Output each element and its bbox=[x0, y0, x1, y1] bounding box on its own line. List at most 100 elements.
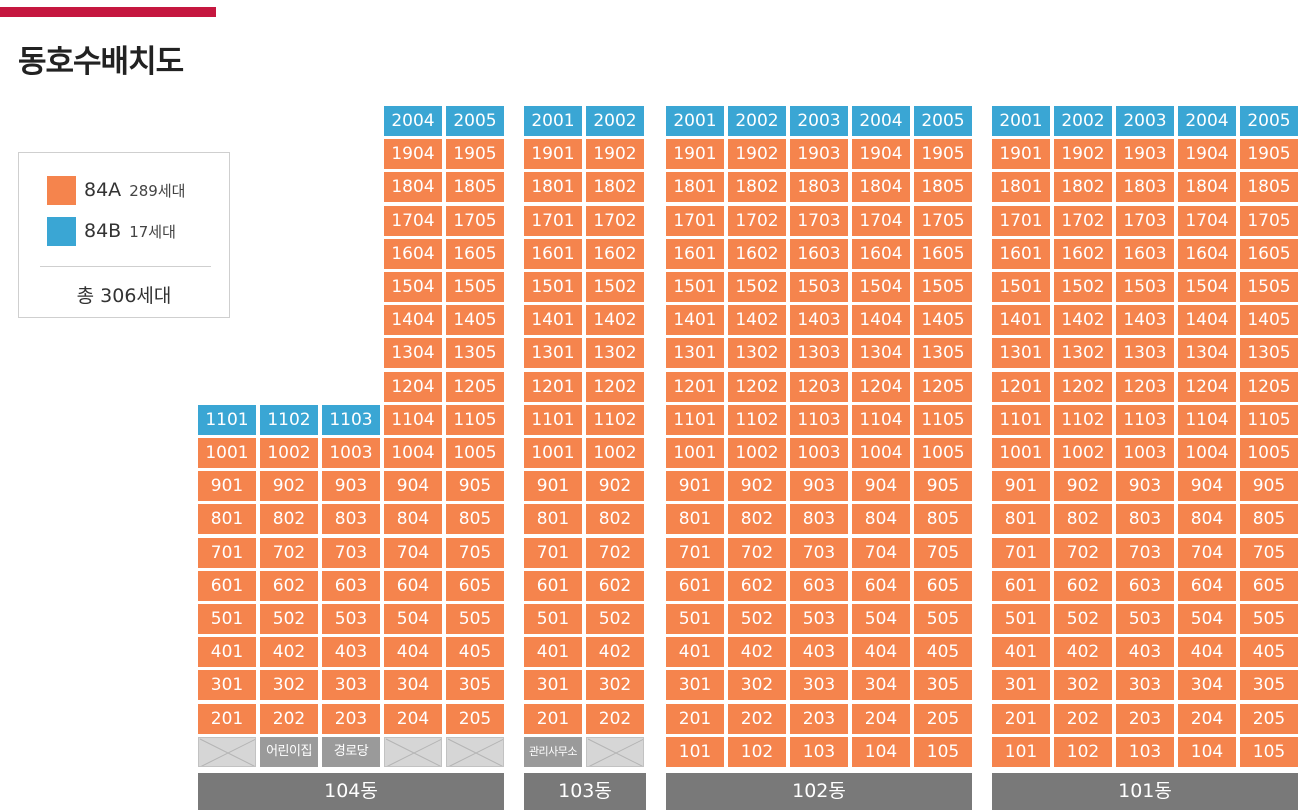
unit-84a: 1301 bbox=[524, 338, 582, 369]
unit-84a: 303 bbox=[790, 670, 848, 701]
unit-84a: 1304 bbox=[852, 338, 910, 369]
unit-84a: 602 bbox=[1054, 570, 1112, 601]
unit-84a: 801 bbox=[198, 504, 256, 535]
unit-84b: 1101 bbox=[198, 404, 256, 435]
unit-84a: 1303 bbox=[1116, 338, 1174, 369]
unit-84a: 502 bbox=[260, 604, 318, 634]
unit-84a: 804 bbox=[384, 504, 442, 535]
unit-84a: 1805 bbox=[1240, 172, 1298, 203]
unit-84a: 902 bbox=[1054, 471, 1112, 502]
unit-84a: 601 bbox=[524, 570, 582, 601]
unit-84a: 802 bbox=[1054, 504, 1112, 535]
unit-84a: 1501 bbox=[524, 272, 582, 302]
unit-84a: 1801 bbox=[524, 172, 582, 203]
unit-84b: 1103 bbox=[322, 404, 380, 435]
unit-84a: 304 bbox=[852, 670, 910, 701]
unit-84a: 805 bbox=[446, 504, 504, 535]
unit-84a: 204 bbox=[1178, 703, 1236, 734]
unit-84a: 905 bbox=[446, 471, 504, 502]
unit-84b: 2005 bbox=[446, 106, 504, 136]
unit-84a: 405 bbox=[1240, 637, 1298, 668]
unit-84a: 903 bbox=[322, 471, 380, 502]
unit-84a: 1003 bbox=[790, 438, 848, 468]
unit-84a: 1101 bbox=[992, 404, 1050, 435]
unit-84a: 901 bbox=[666, 471, 724, 502]
unit-84a: 1001 bbox=[666, 438, 724, 468]
unit-84a: 503 bbox=[322, 604, 380, 634]
page-title: 동호수배치도 bbox=[18, 44, 184, 80]
unit-84a: 1704 bbox=[852, 205, 910, 236]
unit-84a: 703 bbox=[1116, 537, 1174, 568]
unit-84a: 903 bbox=[790, 471, 848, 502]
unit-84a: 802 bbox=[586, 504, 644, 535]
unit-84a: 1905 bbox=[914, 139, 972, 170]
unit-84a: 901 bbox=[198, 471, 256, 502]
unit-84a: 1902 bbox=[1054, 139, 1112, 170]
unit-84a: 705 bbox=[1240, 537, 1298, 568]
unit-84a: 202 bbox=[728, 703, 786, 734]
unit-84a: 704 bbox=[1178, 537, 1236, 568]
unit-84a: 1304 bbox=[384, 338, 442, 369]
unit-84b: 2003 bbox=[790, 106, 848, 136]
unit-84b: 2004 bbox=[384, 106, 442, 136]
unit-84a: 902 bbox=[586, 471, 644, 502]
unit-84a: 401 bbox=[992, 637, 1050, 668]
unit-84a: 504 bbox=[852, 604, 910, 634]
unit-84a: 703 bbox=[322, 537, 380, 568]
unit-84a: 1502 bbox=[586, 272, 644, 302]
unit-84a: 1701 bbox=[992, 205, 1050, 236]
unit-84a: 301 bbox=[198, 670, 256, 701]
unit-84a: 702 bbox=[1054, 537, 1112, 568]
unit-84a: 1705 bbox=[446, 205, 504, 236]
facility-cell: 어린이집 bbox=[260, 736, 318, 767]
unit-84a: 404 bbox=[384, 637, 442, 668]
unit-84a: 603 bbox=[790, 570, 848, 601]
unit-84a: 1805 bbox=[446, 172, 504, 203]
unit-84a: 902 bbox=[260, 471, 318, 502]
unit-84a: 1604 bbox=[1178, 238, 1236, 269]
unit-84a: 1005 bbox=[446, 438, 504, 468]
unit-84a: 602 bbox=[586, 570, 644, 601]
unit-84a: 1305 bbox=[914, 338, 972, 369]
unit-84a: 701 bbox=[524, 537, 582, 568]
unit-84a: 1405 bbox=[1240, 305, 1298, 336]
unit-84a: 202 bbox=[1054, 703, 1112, 734]
unit-84a: 302 bbox=[260, 670, 318, 701]
unit-84a: 302 bbox=[586, 670, 644, 701]
unit-84a: 402 bbox=[1054, 637, 1112, 668]
unit-84a: 804 bbox=[852, 504, 910, 535]
empty-cell bbox=[198, 736, 256, 767]
unit-84a: 505 bbox=[914, 604, 972, 634]
unit-84a: 1605 bbox=[446, 238, 504, 269]
unit-84a: 701 bbox=[198, 537, 256, 568]
unit-84a: 1704 bbox=[1178, 205, 1236, 236]
unit-84a: 1105 bbox=[914, 404, 972, 435]
unit-84a: 1705 bbox=[914, 205, 972, 236]
unit-84a: 204 bbox=[384, 703, 442, 734]
unit-84a: 104 bbox=[852, 736, 910, 767]
cross-icon bbox=[447, 738, 503, 766]
unit-84a: 1405 bbox=[446, 305, 504, 336]
unit-84a: 1801 bbox=[992, 172, 1050, 203]
unit-84a: 1103 bbox=[1116, 404, 1174, 435]
unit-84a: 1004 bbox=[1178, 438, 1236, 468]
unit-84a: 701 bbox=[992, 537, 1050, 568]
unit-84a: 501 bbox=[666, 604, 724, 634]
unit-84a: 1005 bbox=[914, 438, 972, 468]
unit-84a: 205 bbox=[1240, 703, 1298, 734]
unit-84a: 201 bbox=[198, 703, 256, 734]
unit-84a: 1104 bbox=[852, 404, 910, 435]
unit-84a: 1204 bbox=[852, 371, 910, 402]
unit-84a: 1403 bbox=[790, 305, 848, 336]
unit-84a: 1702 bbox=[728, 205, 786, 236]
unit-84a: 1001 bbox=[198, 438, 256, 468]
unit-84a: 302 bbox=[1054, 670, 1112, 701]
unit-84a: 304 bbox=[1178, 670, 1236, 701]
unit-84a: 1603 bbox=[1116, 238, 1174, 269]
unit-84a: 1102 bbox=[728, 404, 786, 435]
unit-84a: 401 bbox=[198, 637, 256, 668]
unit-84a: 1302 bbox=[728, 338, 786, 369]
unit-84a: 301 bbox=[666, 670, 724, 701]
legend: 84A 289세대 84B 17세대 총 306세대 bbox=[18, 152, 230, 318]
unit-84a: 1905 bbox=[1240, 139, 1298, 170]
